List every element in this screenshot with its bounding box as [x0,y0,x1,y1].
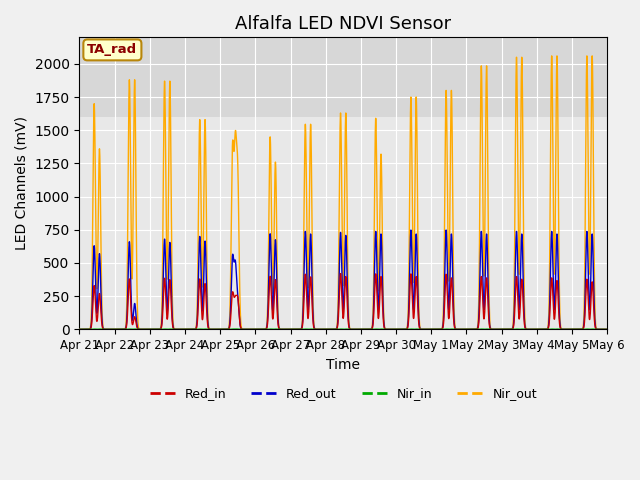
Bar [79,37,607,117]
Legend: Red_in, Red_out, Nir_in, Nir_out: Red_in, Red_out, Nir_in, Nir_out [145,382,542,405]
Y-axis label: LED Channels (mV): LED Channels (mV) [15,116,29,251]
Title: Alfalfa LED NDVI Sensor: Alfalfa LED NDVI Sensor [236,15,451,33]
X-axis label: Time: Time [326,358,360,372]
Text: TA_rad: TA_rad [87,43,138,56]
